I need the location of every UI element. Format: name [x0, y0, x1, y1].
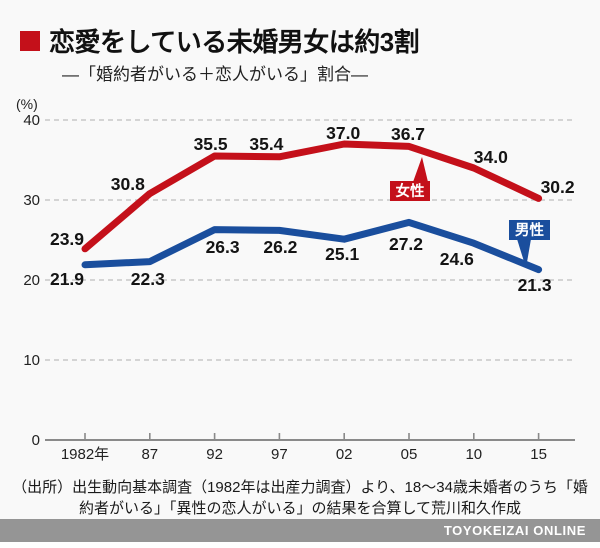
y-tick-label: 20	[23, 272, 40, 289]
series-line-male	[81, 218, 543, 274]
bottom-strip	[0, 542, 600, 548]
page-title: 恋愛をしている未婚男女は約3割	[49, 27, 420, 57]
data-label-male: 21.3	[518, 275, 552, 295]
data-label-male: 26.2	[263, 237, 297, 257]
data-label-female: 35.4	[249, 134, 283, 154]
data-label-male: 21.9	[50, 269, 84, 289]
data-label-female: 37.0	[326, 123, 360, 143]
source-note: （出所）出生動向基本調査（1982年は出産力調査）より、18～34歳未婚者のうち…	[8, 477, 592, 519]
data-label-female: 23.9	[50, 229, 84, 249]
red-square-icon	[20, 30, 40, 51]
data-label-male: 26.3	[206, 237, 240, 257]
data-label-female: 35.5	[194, 134, 228, 154]
y-axis-unit-label: (%)	[16, 96, 38, 112]
brand-bar: TOYOKEIZAI ONLINE	[0, 519, 600, 542]
x-tick-label: 05	[401, 446, 418, 463]
callout-pointer-male	[517, 239, 531, 268]
series-callout-label-male: 男性	[515, 221, 544, 239]
data-label-male: 22.3	[131, 269, 165, 289]
brand-label: TOYOKEIZAI ONLINE	[443, 523, 586, 538]
y-tick-label: 10	[23, 352, 40, 369]
data-label-female: 30.8	[111, 174, 145, 194]
series-line-female	[81, 140, 543, 253]
data-label-female: 30.2	[541, 177, 575, 197]
x-tick-label: 10	[465, 446, 482, 463]
x-tick-label: 87	[141, 446, 158, 463]
callout-box-male	[509, 220, 550, 240]
series-callout-label-female: 女性	[396, 182, 425, 200]
data-label-male: 25.1	[325, 244, 359, 264]
data-label-male: 27.2	[389, 234, 423, 254]
source-note-line: （出所）出生動向基本調査（1982年は出産力調査）より、18～34歳未婚者のうち…	[12, 479, 588, 496]
x-tick-label: 02	[336, 446, 353, 463]
data-label-female: 36.7	[391, 124, 425, 144]
x-tick-label: 1982年	[61, 446, 109, 463]
data-label-male: 24.6	[440, 249, 474, 269]
x-tick-label: 15	[530, 446, 547, 463]
chart-header: 恋愛をしている未婚男女は約3割	[20, 22, 420, 59]
callout-pointer-female	[413, 157, 428, 182]
y-tick-label: 0	[32, 432, 40, 449]
y-tick-label: 30	[23, 192, 40, 209]
callout-box-female	[390, 181, 430, 201]
chart-subtitle: ―「婚約者がいる＋恋人がいる」割合―	[62, 65, 368, 84]
data-label-female: 34.0	[474, 147, 508, 167]
y-tick-label: 40	[23, 112, 40, 129]
x-tick-label: 97	[271, 446, 288, 463]
source-note-line: 約者がいる」「異性の恋人がいる」の結果を合算して荒川和久作成	[78, 500, 522, 517]
x-tick-label: 92	[206, 446, 223, 463]
